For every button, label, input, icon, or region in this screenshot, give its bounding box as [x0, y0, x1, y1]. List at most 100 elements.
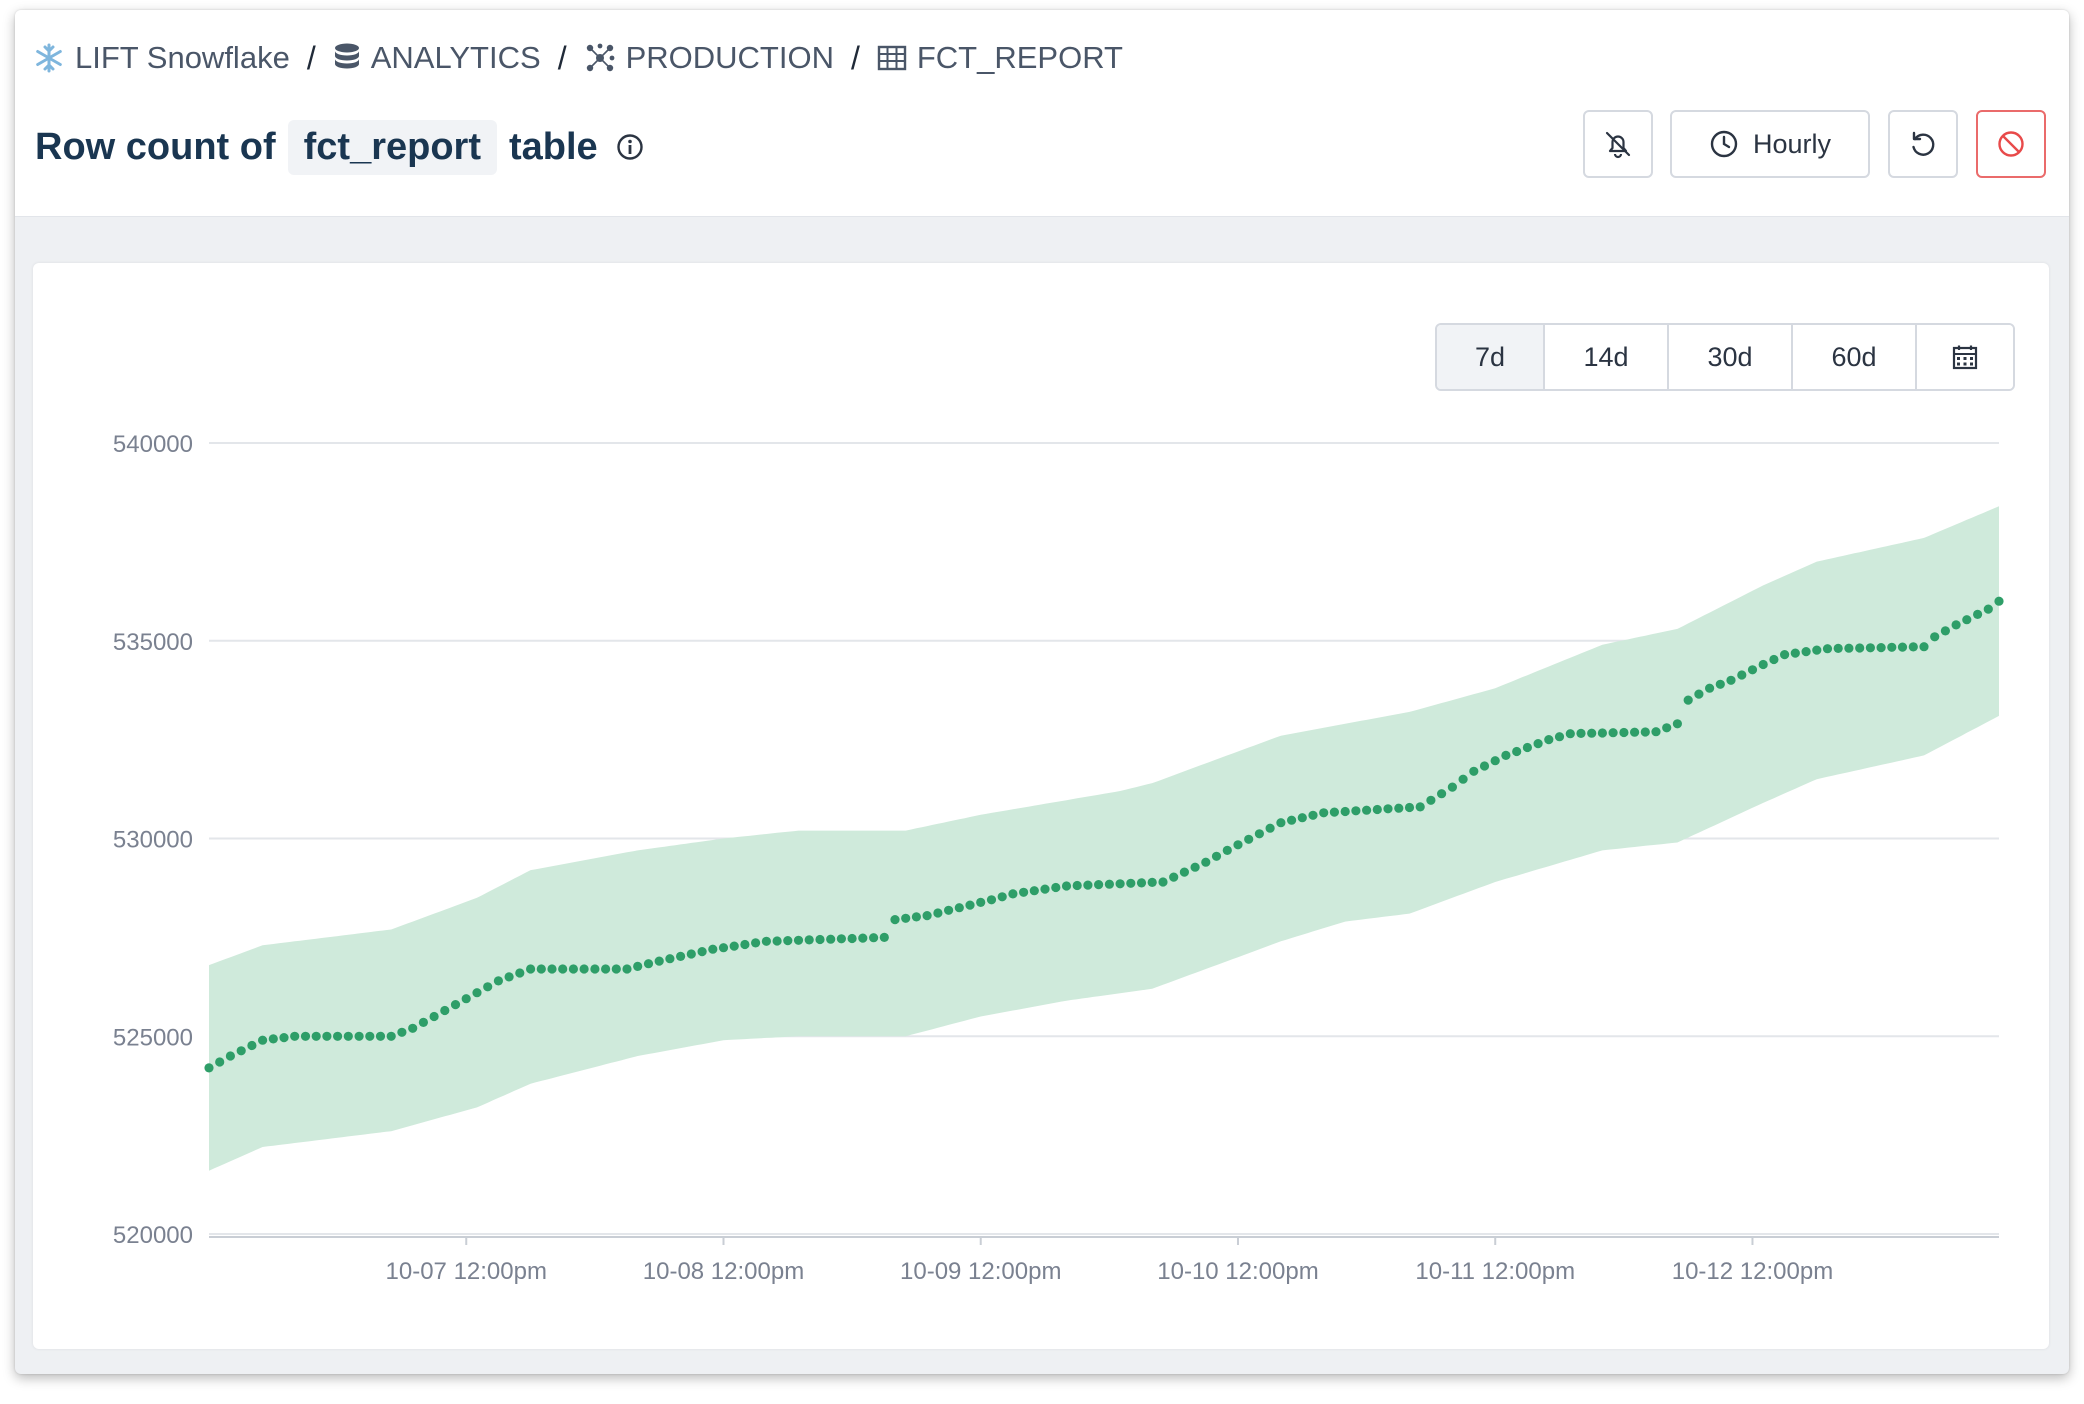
data-point [1061, 881, 1072, 891]
data-point [1147, 877, 1157, 888]
database-icon [334, 43, 359, 69]
data-point [1222, 845, 1232, 856]
data-point [579, 964, 589, 974]
data-point [1479, 761, 1490, 771]
range-60d-button[interactable]: 60d [1793, 325, 1917, 389]
data-point [1662, 723, 1672, 733]
data-point [793, 935, 804, 945]
x-tick-label: 10-07 12:00pm [386, 1258, 547, 1285]
data-point [1072, 880, 1082, 891]
data-point [1908, 642, 1918, 652]
breadcrumb-item-warehouse[interactable]: LIFT Snowflake [33, 40, 290, 76]
disable-monitor-button[interactable] [1976, 110, 2046, 178]
data-point [1865, 643, 1875, 653]
breadcrumb-item-schema[interactable]: PRODUCTION [584, 40, 834, 76]
data-point [1747, 665, 1758, 675]
x-tick-label: 10-09 12:00pm [900, 1258, 1061, 1285]
data-point [911, 912, 922, 922]
clock-icon [1710, 130, 1738, 158]
data-point [718, 943, 729, 953]
data-point [751, 938, 761, 948]
data-point [526, 964, 536, 974]
data-point [1308, 810, 1318, 820]
data-point [1994, 596, 2004, 606]
data-point [268, 1034, 278, 1044]
data-point [869, 933, 879, 943]
data-point [1844, 643, 1854, 653]
data-point [858, 933, 868, 943]
monitor-window: LIFT Snowflake / ANALYTICS / [15, 10, 2069, 1374]
data-point [1469, 766, 1479, 776]
breadcrumb-label: ANALYTICS [370, 40, 541, 75]
data-point [1319, 808, 1329, 818]
data-point [1962, 615, 1972, 625]
data-point [1790, 648, 1800, 658]
data-point [1008, 889, 1018, 899]
info-icon[interactable] [616, 133, 644, 161]
data-point [1179, 867, 1189, 877]
data-point [1512, 746, 1522, 757]
title-suffix: table [509, 125, 598, 168]
data-point [665, 954, 675, 964]
range-30d-button[interactable]: 30d [1669, 325, 1793, 389]
data-point [1587, 728, 1597, 738]
bell-off-icon [1605, 131, 1631, 159]
page-title: Row count of fct_report table [35, 114, 644, 180]
data-point [1501, 750, 1511, 760]
x-tick-label: 10-10 12:00pm [1157, 1258, 1318, 1285]
data-point [1758, 659, 1768, 670]
data-point [611, 964, 621, 974]
mute-alerts-button[interactable] [1583, 110, 1653, 178]
ban-icon [1998, 131, 2024, 157]
data-point [1276, 818, 1286, 828]
data-point [1340, 806, 1350, 817]
breadcrumb-label: LIFT Snowflake [75, 40, 290, 75]
data-point [772, 936, 782, 946]
data-point [1887, 642, 1897, 652]
data-point [879, 932, 889, 943]
data-point [622, 964, 632, 974]
data-point [1040, 884, 1050, 894]
y-tick-label: 530000 [113, 827, 193, 854]
data-point [633, 961, 643, 972]
y-tick-label: 525000 [113, 1024, 193, 1051]
data-point [1822, 644, 1833, 654]
data-point [1244, 834, 1254, 844]
data-point [1533, 739, 1543, 749]
data-point [1394, 803, 1404, 813]
data-point [1169, 872, 1179, 882]
data-point [1104, 879, 1114, 889]
refresh-icon [1912, 131, 1935, 156]
refresh-button[interactable] [1888, 110, 1958, 178]
custom-range-button[interactable] [1917, 325, 2013, 389]
y-tick-label: 520000 [113, 1222, 193, 1249]
range-14d-button[interactable]: 14d [1545, 325, 1669, 389]
schedule-button[interactable]: Hourly [1670, 110, 1870, 178]
data-point [1780, 650, 1790, 660]
row-count-chart: 540000 535000 530000 525000 520000 10-07 12:0… [113, 431, 2004, 1285]
data-point [322, 1031, 332, 1041]
breadcrumb-item-table[interactable]: FCT_REPORT [877, 40, 1123, 76]
range-7d-button[interactable]: 7d [1437, 325, 1545, 389]
breadcrumb-item-database[interactable]: ANALYTICS [333, 40, 541, 76]
data-point [504, 972, 514, 982]
data-point [1437, 789, 1447, 799]
data-point [354, 1031, 364, 1041]
data-point [1683, 695, 1693, 705]
data-point [729, 941, 739, 951]
data-point [515, 968, 525, 978]
data-point [1812, 645, 1822, 655]
data-point [1651, 727, 1661, 737]
data-point [1287, 815, 1297, 825]
data-point [1233, 840, 1243, 850]
data-point [1383, 804, 1393, 814]
data-point [1211, 851, 1222, 861]
data-point [450, 1000, 461, 1010]
data-point [643, 959, 654, 969]
data-point [1919, 642, 1929, 652]
data-point [1565, 729, 1575, 739]
data-point [1619, 727, 1629, 738]
data-point [1490, 756, 1500, 766]
data-point [333, 1031, 343, 1041]
data-point [901, 913, 911, 923]
